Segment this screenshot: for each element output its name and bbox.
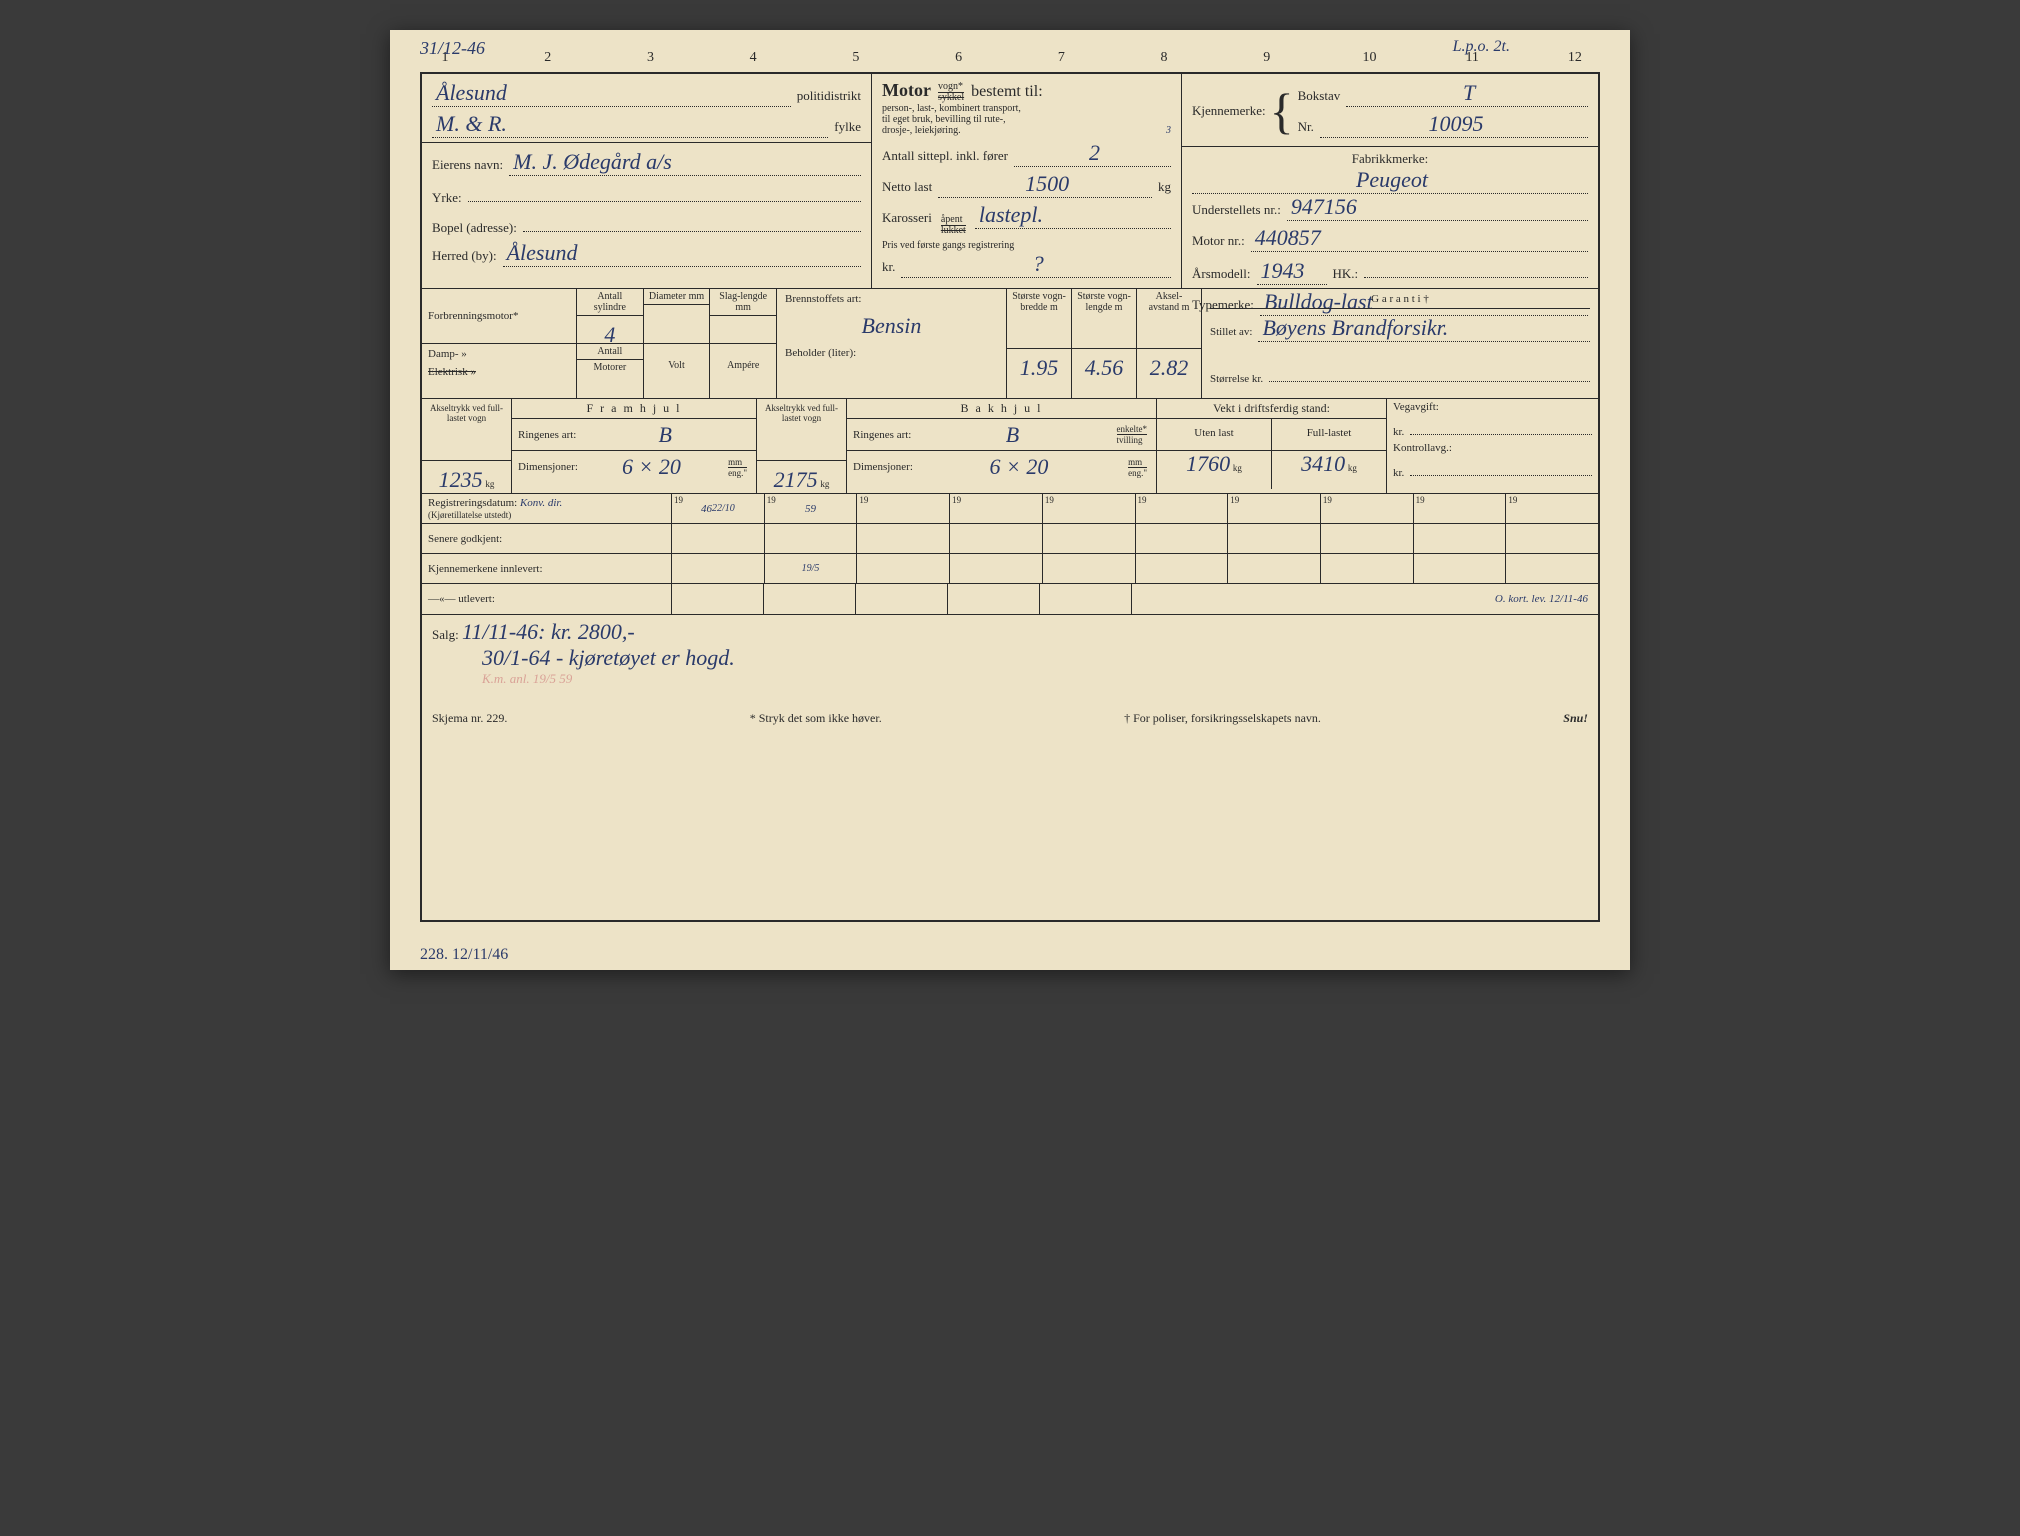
nr-value: 10095 xyxy=(1320,111,1588,138)
snu-note: Snu! xyxy=(1563,711,1588,726)
fylke-value: M. & R. xyxy=(432,111,828,138)
full-lastet: 3410 xyxy=(1301,451,1345,476)
brennstoff-value: Bensin xyxy=(785,313,998,339)
axle-front: Akseltrykk ved full-lastet vogn 1235 kg xyxy=(422,399,512,493)
ring-front: B xyxy=(580,422,750,448)
motornr-value: 440857 xyxy=(1251,225,1588,252)
bredde-col: Største vogn-bredde m 1.95 xyxy=(1007,289,1072,398)
ring-rear: B xyxy=(915,422,1109,448)
aksel-value: 2.82 xyxy=(1137,349,1201,387)
lengde-value: 4.56 xyxy=(1072,349,1136,387)
row-engine: Forbrenningsmotor* Damp- » Elektrisk » A… xyxy=(422,289,1598,399)
reg-datum-label: Registreringsdatum: Konv. dir. (Kjøretil… xyxy=(422,494,672,523)
innlevert-label: Kjennemerkene innlevert: xyxy=(422,554,672,583)
dim-front: 6 × 20 xyxy=(582,454,721,480)
karosseri-label: Karosseri xyxy=(882,210,932,226)
netto-value: 1500 xyxy=(938,171,1152,198)
fylke-label: fylke xyxy=(834,119,861,135)
dim-rear: 6 × 20 xyxy=(917,454,1121,480)
poliser-note: † For poliser, forsikringsselskapets nav… xyxy=(1124,711,1321,726)
footer: Skjema nr. 229. * Stryk det som ikke høv… xyxy=(422,705,1598,726)
motor-type-col: Forbrenningsmotor* Damp- » Elektrisk » xyxy=(422,289,577,398)
bokstav-value: T xyxy=(1346,80,1588,107)
owner-block: Ålesund politidistrikt M. & R. fylke Eie… xyxy=(422,74,872,288)
top-date: 31/12-46 xyxy=(420,38,485,59)
kjennemerke-row: Kjennemerke: { BokstavT Nr.10095 xyxy=(1192,80,1588,142)
registration-grid: Registreringsdatum: Konv. dir. (Kjøretil… xyxy=(422,494,1598,615)
ruler-scale: 1 2 3 4 5 6 7 8 9 10 11 12 xyxy=(420,50,1600,72)
eier-label: Eierens navn: xyxy=(432,157,503,173)
salg-line3: K.m. anl. 19/5 59 xyxy=(482,671,572,686)
cylinder-grid: Antall sylindre4 Diameter mm Slag-lengde… xyxy=(577,289,777,398)
skjema-nr: Skjema nr. 229. xyxy=(432,711,507,726)
sittepl-label: Antall sittepl. inkl. fører xyxy=(882,148,1008,164)
row-header: Ålesund politidistrikt M. & R. fylke Eie… xyxy=(422,74,1598,289)
senere-label: Senere godkjent: xyxy=(422,524,672,553)
main-frame: Ålesund politidistrikt M. & R. fylke Eie… xyxy=(420,72,1600,922)
yrke-value xyxy=(468,180,861,202)
aksel-col: Aksel-avstand m 2.82 xyxy=(1137,289,1202,398)
hk-value xyxy=(1364,256,1588,278)
weight-block: Vekt i driftsferdig stand: Uten last Ful… xyxy=(1157,399,1387,493)
bopel-label: Bopel (adresse): xyxy=(432,220,517,236)
front-wheel: F r a m h j u l Ringenes art:B Dimensjon… xyxy=(512,399,757,493)
pris-label: Pris ved første gangs registrering xyxy=(882,240,1171,251)
motor-title: Motor vogn*sykkel bestemt til: xyxy=(882,80,1171,103)
bopel-value xyxy=(523,210,861,232)
yrke-label: Yrke: xyxy=(432,190,462,206)
karosseri-value: lastepl. xyxy=(975,202,1171,229)
top-right-note: L.p.o. 2t. xyxy=(1453,38,1510,56)
utlevert-label: —«— utlevert: xyxy=(422,584,672,614)
fabrikk-value: Peugeot xyxy=(1192,167,1588,194)
herred-label: Herred (by): xyxy=(432,248,497,264)
axle-rear: Akseltrykk ved full-lastet vogn 2175 kg xyxy=(757,399,847,493)
row-wheels: Akseltrykk ved full-lastet vogn 1235 kg … xyxy=(422,399,1598,494)
motor-line3: til eget bruk, bevilling til rute-, xyxy=(882,114,1171,125)
uten-last: 1760 xyxy=(1186,451,1230,476)
stillet-value: Bøyens Brandforsikr. xyxy=(1258,315,1590,342)
rear-wheel: B a k h j u l Ringenes art: B enkelte*tv… xyxy=(847,399,1157,493)
salg-block: Salg: 11/11-46: kr. 2800,- 30/1-64 - kjø… xyxy=(422,615,1598,705)
politidistrikt-label: politidistrikt xyxy=(797,88,861,104)
bredde-value: 1.95 xyxy=(1007,349,1071,387)
salg-line2: 30/1-64 - kjøretøyet er hogd. xyxy=(482,645,735,670)
fuel-col: Brennstoffets art: Bensin Beholder (lite… xyxy=(777,289,1007,398)
pris-value: ? xyxy=(901,251,1171,278)
bottom-left-note: 228. 12/11/46 xyxy=(420,946,508,964)
kort-note: O. kort. lev. 12/11-46 xyxy=(1495,593,1588,605)
salg-line1: 11/11-46: kr. 2800,- xyxy=(462,619,635,644)
registration-card: 31/12-46 L.p.o. 2t. 1 2 3 4 5 6 7 8 9 10… xyxy=(390,30,1630,970)
herred-value: Ålesund xyxy=(503,240,861,267)
fabrikk-label: Fabrikkmerke: xyxy=(1192,151,1588,167)
under-value: 947156 xyxy=(1287,194,1588,221)
netto-label: Netto last xyxy=(882,179,932,195)
garanti-col: G a r a n t i † Stillet av:Bøyens Brandf… xyxy=(1202,289,1598,398)
motor-line2: person-, last-, kombinert transport, xyxy=(882,103,1171,114)
aar-value: 1943 xyxy=(1257,258,1327,285)
fees-block: Vegavgift: kr. Kontrollavg.: kr. xyxy=(1387,399,1598,493)
stryk-note: * Stryk det som ikke høver. xyxy=(750,711,882,726)
sittepl-value: 2 xyxy=(1014,140,1171,167)
motor-block: Motor vogn*sykkel bestemt til: person-, … xyxy=(872,74,1182,288)
kjennemerke-block: Kjennemerke: { BokstavT Nr.10095 Fabrikk… xyxy=(1182,74,1598,288)
politidistrikt-value: Ålesund xyxy=(432,80,791,107)
eier-value: M. J. Ødegård a/s xyxy=(509,149,861,176)
lengde-col: Største vogn-lengde m 4.56 xyxy=(1072,289,1137,398)
